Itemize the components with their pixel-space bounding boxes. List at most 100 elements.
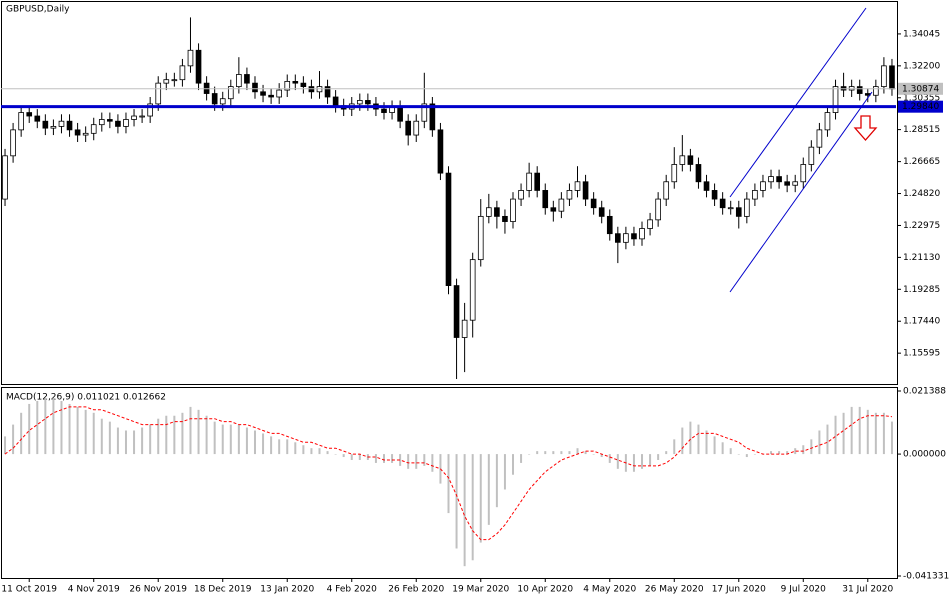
x-tick-label: 19 Mar 2020: [452, 585, 509, 595]
macd-bar: [157, 418, 160, 455]
x-tick-label: 18 Dec 2019: [194, 585, 252, 595]
price-label-box: [898, 82, 943, 95]
candle-body: [356, 100, 363, 105]
candle-body: [518, 190, 524, 200]
candle-body: [211, 93, 218, 105]
macd-bar: [818, 430, 821, 455]
candle-body: [792, 181, 799, 186]
candle-body: [856, 86, 863, 94]
y-tick-label: 1.28515: [903, 125, 940, 135]
candle-body: [832, 86, 839, 113]
macd-bar: [842, 412, 845, 455]
candle-body: [703, 181, 710, 191]
macd-bar: [108, 421, 111, 455]
candle-body: [590, 198, 597, 209]
macd-bar: [850, 406, 853, 455]
channel-lower: [729, 91, 873, 293]
candle-body: [598, 207, 605, 217]
candle-body: [74, 129, 81, 136]
macd-bar: [52, 398, 55, 455]
candle-body: [292, 81, 299, 84]
macd-bar: [616, 454, 619, 469]
candle-body: [244, 74, 250, 84]
signal-line: [4, 406, 893, 541]
candle-body: [816, 129, 823, 148]
candle-body: [18, 112, 24, 131]
macd-bar: [447, 454, 450, 514]
candle-body: [421, 103, 428, 122]
candle-body: [719, 198, 726, 209]
candle-body: [582, 181, 589, 200]
candle-body: [284, 81, 291, 91]
macd-bar: [100, 418, 103, 455]
candle-body: [784, 181, 790, 186]
macd-bar: [463, 454, 466, 567]
macd-bar: [294, 442, 297, 455]
candle-body: [534, 172, 541, 191]
macd-bar: [874, 412, 877, 455]
macd-bar: [495, 454, 498, 508]
candle-body: [485, 207, 492, 217]
candle-body: [171, 79, 178, 82]
price-label: 1.29840: [902, 102, 939, 112]
y-tick-label: 0.021388: [903, 387, 946, 397]
macd-bar: [512, 454, 515, 475]
macd-bar: [552, 451, 555, 455]
candle-body: [2, 155, 8, 200]
macd-bar: [536, 451, 539, 455]
candle-body: [139, 115, 145, 118]
candle-body: [566, 190, 573, 200]
macd-bar: [890, 421, 893, 455]
macd-bar: [632, 454, 635, 472]
candle-body: [131, 115, 137, 120]
macd-bar: [697, 424, 700, 455]
macd-bar: [713, 436, 716, 455]
macd-bar: [213, 421, 216, 455]
x-tick-label: 17 Jun 2020: [712, 585, 766, 595]
y-tick-label: 1.26665: [903, 157, 940, 167]
macd-bar: [149, 424, 152, 455]
candle-body: [260, 91, 266, 96]
macd-bar: [487, 454, 490, 525]
macd-bar: [681, 427, 684, 455]
candle-body: [760, 181, 766, 191]
x-tick-label: 10 Apr 2020: [517, 585, 573, 595]
macd-bar: [173, 415, 176, 455]
candle-body: [550, 207, 557, 212]
candle-body: [58, 120, 65, 127]
candle-body: [671, 164, 678, 183]
macd-bar: [302, 445, 305, 455]
macd-bar: [826, 424, 829, 455]
macd-bar: [689, 421, 692, 455]
y-tick-label: 1.30355: [903, 93, 940, 103]
macd-bar: [84, 409, 87, 455]
macd-bar: [116, 427, 119, 455]
candle-body: [98, 119, 105, 126]
candle-body: [115, 120, 121, 127]
macd-bar: [133, 430, 136, 455]
macd-bar: [455, 454, 458, 549]
x-tick-label: 4 May 2020: [583, 585, 636, 595]
macd-bar: [205, 415, 208, 455]
macd-bar: [60, 400, 63, 455]
candle-body: [300, 82, 307, 88]
macd-bar: [866, 409, 869, 455]
macd-bar: [245, 427, 248, 455]
candle-body: [687, 155, 694, 165]
candle-body: [252, 82, 258, 93]
macd-bar: [286, 439, 289, 455]
candle-body: [66, 120, 73, 131]
candle-body: [34, 115, 41, 122]
candle-body: [42, 120, 49, 129]
candle-body: [10, 129, 16, 157]
candle-body: [711, 190, 718, 200]
macd-bar: [374, 454, 377, 463]
macd-bar: [4, 436, 7, 455]
macd-bar: [737, 454, 740, 455]
macd-bar: [794, 448, 797, 455]
macd-bar: [544, 451, 547, 455]
macd-bar: [399, 454, 402, 466]
candle-body: [615, 233, 621, 243]
macd-bar: [141, 427, 144, 455]
macd-bar: [278, 439, 281, 455]
